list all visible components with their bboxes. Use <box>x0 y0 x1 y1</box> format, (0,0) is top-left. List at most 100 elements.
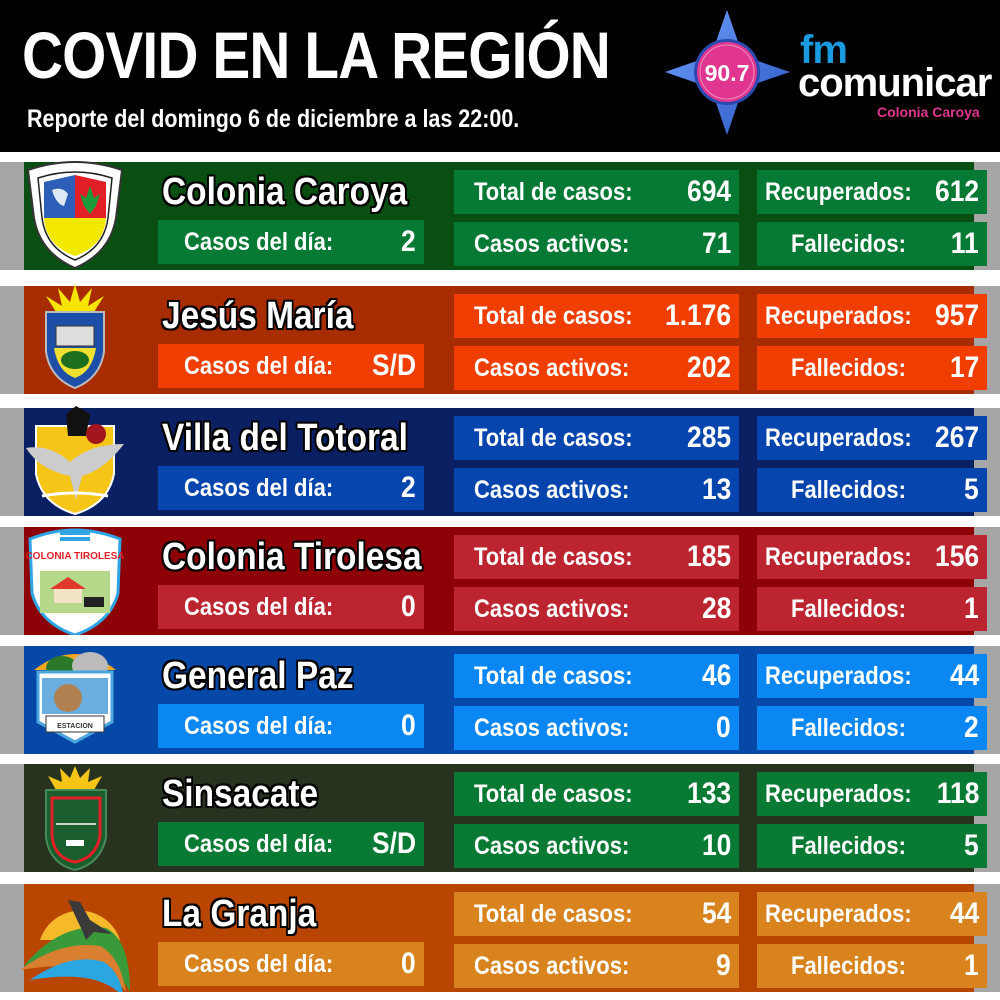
casos-activos-value: 0 <box>716 711 731 744</box>
recuperados-value: 156 <box>934 540 979 573</box>
recuperados-value: 44 <box>949 659 979 692</box>
casos-del-dia-box: Casos del día: 0 <box>158 704 424 748</box>
casos-activos-box: Casos activos: 10 <box>454 824 739 868</box>
fallecidos-label: Fallecidos: <box>791 230 906 258</box>
row-band: Colonia Tirolesa Casos del día: 0 Total … <box>24 527 987 635</box>
total-casos-box: Total de casos: 133 <box>454 772 739 816</box>
total-casos-label: Total de casos: <box>474 780 633 808</box>
recuperados-box: Recuperados: 118 <box>757 772 987 816</box>
fallecidos-box: Fallecidos: 1 <box>757 944 987 988</box>
recuperados-value: 118 <box>936 777 979 810</box>
locality-row-jes-s-mar-a: Jesús María Casos del día: S/D Total de … <box>0 282 1000 394</box>
row-band: General Paz Casos del día: 0 Total de ca… <box>24 646 987 754</box>
casos-activos-box: Casos activos: 9 <box>454 944 739 988</box>
locality-name: Colonia Tirolesa <box>162 536 422 578</box>
casos-del-dia-value: S/D <box>371 349 416 382</box>
locality-name: Colonia Caroya <box>162 171 408 213</box>
header: COVID EN LA REGIÓN Reporte del domingo 6… <box>0 0 1000 152</box>
casos-activos-value: 9 <box>716 949 731 982</box>
casos-del-dia-box: Casos del día: 2 <box>158 220 424 264</box>
la-granja-crest-icon <box>20 880 130 998</box>
total-casos-label: Total de casos: <box>474 662 633 690</box>
fallecidos-value: 17 <box>949 351 979 384</box>
casos-activos-box: Casos activos: 13 <box>454 468 739 512</box>
total-casos-value: 694 <box>686 175 731 208</box>
locality-row-general-paz: General Paz Casos del día: 0 Total de ca… <box>0 642 1000 754</box>
recuperados-label: Recuperados: <box>765 780 912 808</box>
recuperados-value: 44 <box>949 897 979 930</box>
fallecidos-label: Fallecidos: <box>791 952 906 980</box>
casos-activos-label: Casos activos: <box>474 714 630 742</box>
recuperados-box: Recuperados: 957 <box>757 294 987 338</box>
casos-del-dia-value: 2 <box>401 225 416 258</box>
recuperados-label: Recuperados: <box>765 302 912 330</box>
total-casos-box: Total de casos: 185 <box>454 535 739 579</box>
villa-del-totoral-crest-icon <box>20 404 130 516</box>
casos-del-dia-value: 0 <box>401 947 416 980</box>
casos-del-dia-value: 0 <box>401 590 416 623</box>
total-casos-value: 185 <box>686 540 731 573</box>
casos-activos-box: Casos activos: 202 <box>454 346 739 390</box>
row-band: Jesús María Casos del día: S/D Total de … <box>24 286 987 394</box>
recuperados-box: Recuperados: 44 <box>757 654 987 698</box>
fallecidos-label: Fallecidos: <box>791 714 906 742</box>
svg-text:COLONIA TIROLESA: COLONIA TIROLESA <box>25 551 124 562</box>
casos-activos-value: 13 <box>701 473 731 506</box>
report-subtitle: Reporte del domingo 6 de diciembre a las… <box>27 105 520 133</box>
casos-del-dia-box: Casos del día: 2 <box>158 466 424 510</box>
page-title: COVID EN LA REGIÓN <box>22 18 611 92</box>
brand-location: Colonia Caroya <box>877 104 980 120</box>
recuperados-value: 957 <box>934 299 979 332</box>
casos-del-dia-box: Casos del día: 0 <box>158 585 424 629</box>
colonia-caroya-crest-icon <box>20 158 130 270</box>
locality-row-la-granja: La Granja Casos del día: 0 Total de caso… <box>0 880 1000 998</box>
fallecidos-value: 1 <box>964 949 979 982</box>
locality-row-colonia-caroya: Colonia Caroya Casos del día: 2 Total de… <box>0 158 1000 270</box>
recuperados-label: Recuperados: <box>765 543 912 571</box>
casos-del-dia-label: Casos del día: <box>184 474 334 502</box>
recuperados-value: 612 <box>934 175 979 208</box>
recuperados-label: Recuperados: <box>765 178 912 206</box>
total-casos-label: Total de casos: <box>474 302 633 330</box>
locality-row-sinsacate: Sinsacate Casos del día: S/D Total de ca… <box>0 760 1000 872</box>
row-band: Villa del Totoral Casos del día: 2 Total… <box>24 408 987 516</box>
fallecidos-value: 5 <box>964 473 979 506</box>
fallecidos-value: 11 <box>951 227 979 260</box>
fallecidos-value: 2 <box>964 711 979 744</box>
casos-del-dia-value: 2 <box>401 471 416 504</box>
casos-del-dia-value: 0 <box>401 709 416 742</box>
total-casos-box: Total de casos: 1.176 <box>454 294 739 338</box>
total-casos-value: 46 <box>701 659 731 692</box>
fallecidos-box: Fallecidos: 5 <box>757 824 987 868</box>
total-casos-box: Total de casos: 285 <box>454 416 739 460</box>
casos-activos-box: Casos activos: 28 <box>454 587 739 631</box>
svg-text:90.7: 90.7 <box>705 60 750 86</box>
locality-name: General Paz <box>162 655 354 697</box>
recuperados-box: Recuperados: 612 <box>757 170 987 214</box>
radio-star-logo-icon: 90.7 <box>665 10 790 135</box>
recuperados-label: Recuperados: <box>765 662 912 690</box>
casos-del-dia-label: Casos del día: <box>184 950 334 978</box>
brand-name: comunicar <box>798 61 992 105</box>
jesus-maria-crest-icon <box>20 282 130 394</box>
casos-activos-label: Casos activos: <box>474 832 630 860</box>
casos-del-dia-label: Casos del día: <box>184 712 334 740</box>
total-casos-label: Total de casos: <box>474 178 633 206</box>
casos-activos-label: Casos activos: <box>474 354 630 382</box>
locality-name: Jesús María <box>162 295 354 337</box>
total-casos-label: Total de casos: <box>474 424 633 452</box>
colonia-tirolesa-crest-icon: COLONIA TIROLESA <box>20 523 130 637</box>
fallecidos-value: 5 <box>964 829 979 862</box>
fallecidos-box: Fallecidos: 2 <box>757 706 987 750</box>
casos-del-dia-label: Casos del día: <box>184 593 334 621</box>
locality-name: La Granja <box>162 893 317 935</box>
fallecidos-label: Fallecidos: <box>791 832 906 860</box>
casos-activos-box: Casos activos: 71 <box>454 222 739 266</box>
total-casos-value: 133 <box>686 777 731 810</box>
total-casos-value: 285 <box>686 421 731 454</box>
fallecidos-label: Fallecidos: <box>791 476 906 504</box>
casos-activos-label: Casos activos: <box>474 476 630 504</box>
recuperados-box: Recuperados: 44 <box>757 892 987 936</box>
recuperados-label: Recuperados: <box>765 900 912 928</box>
recuperados-box: Recuperados: 267 <box>757 416 987 460</box>
